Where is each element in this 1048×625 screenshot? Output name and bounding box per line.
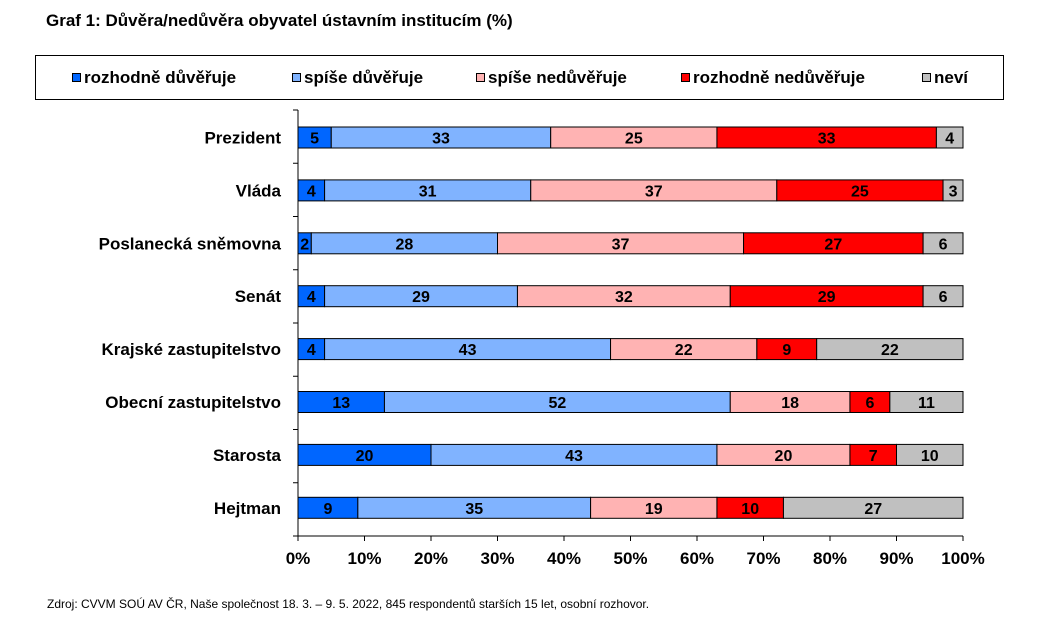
x-tick-label: 60% bbox=[680, 549, 714, 568]
data-label: 13 bbox=[332, 395, 350, 412]
data-label: 25 bbox=[851, 183, 869, 200]
data-label: 28 bbox=[396, 236, 414, 253]
x-tick-label: 80% bbox=[813, 549, 847, 568]
bar-segment-nevi bbox=[942, 179, 964, 202]
data-label: 19 bbox=[645, 501, 663, 518]
x-tick-label: 30% bbox=[480, 549, 514, 568]
data-label: 27 bbox=[824, 236, 842, 253]
data-label: 32 bbox=[615, 289, 633, 306]
legend-swatch bbox=[72, 73, 81, 82]
data-label: 7 bbox=[869, 448, 878, 465]
bar-segment-nevi bbox=[922, 232, 964, 255]
category-label-obecni-zastupitelstvo: Obecní zastupitelstvo bbox=[105, 393, 281, 412]
data-label: 10 bbox=[741, 501, 759, 518]
x-tick-label: 20% bbox=[414, 549, 448, 568]
data-label: 20 bbox=[356, 448, 374, 465]
data-label: 25 bbox=[625, 131, 643, 148]
data-label: 43 bbox=[565, 448, 583, 465]
data-label: 2 bbox=[300, 236, 309, 253]
legend-item-nevi: neví bbox=[922, 56, 968, 99]
x-tick-label: 70% bbox=[746, 549, 780, 568]
legend-item-rozhodne-duveruje: rozhodně důvěřuje bbox=[72, 56, 236, 99]
data-label: 27 bbox=[864, 501, 882, 518]
data-label: 29 bbox=[818, 289, 836, 306]
data-label: 6 bbox=[939, 236, 948, 253]
bar-segment-nevi bbox=[935, 126, 964, 149]
data-label: 6 bbox=[865, 395, 874, 412]
legend-swatch bbox=[922, 73, 931, 82]
category-label-prezident: Prezident bbox=[204, 129, 281, 148]
data-label: 22 bbox=[881, 342, 899, 359]
data-label: 31 bbox=[419, 183, 437, 200]
legend-label: neví bbox=[934, 67, 969, 87]
x-tick-label: 0% bbox=[286, 549, 311, 568]
bar-segment-nevi bbox=[922, 285, 964, 308]
legend-label: rozhodně nedůvěřuje bbox=[693, 67, 865, 87]
category-label-starosta: Starosta bbox=[213, 446, 282, 465]
data-label: 6 bbox=[939, 289, 948, 306]
data-label: 33 bbox=[432, 131, 450, 148]
legend-swatch bbox=[476, 73, 485, 82]
data-label: 4 bbox=[307, 183, 316, 200]
data-label: 4 bbox=[307, 289, 316, 306]
data-label: 29 bbox=[412, 289, 430, 306]
category-label-krajske-zastupitelstvo: Krajské zastupitelstvo bbox=[101, 340, 281, 359]
data-label: 37 bbox=[645, 183, 663, 200]
bar-segment-nevi bbox=[889, 391, 964, 413]
legend-label: spíše nedůvěřuje bbox=[488, 67, 627, 87]
data-label: 43 bbox=[459, 342, 477, 359]
legend-label: spíše důvěřuje bbox=[304, 67, 424, 87]
data-label: 52 bbox=[548, 395, 566, 412]
x-tick-label: 40% bbox=[547, 549, 581, 568]
legend-item-spise-neduveruje: spíše nedůvěřuje bbox=[476, 56, 627, 99]
legend: rozhodně důvěřuje spíše důvěřuje spíše n… bbox=[35, 55, 1004, 100]
x-tick-label: 100% bbox=[941, 549, 984, 568]
category-label-poslanecka-snemovna: Poslanecká sněmovna bbox=[99, 234, 282, 253]
data-label: 11 bbox=[918, 395, 935, 412]
data-label: 18 bbox=[781, 395, 799, 412]
x-tick-label: 50% bbox=[613, 549, 647, 568]
chart-title: Graf 1: Důvěra/nedůvěra obyvatel ústavní… bbox=[46, 11, 513, 30]
category-label-senat: Senát bbox=[235, 287, 282, 306]
legend-swatch bbox=[681, 73, 690, 82]
legend-item-spise-duveruje: spíše důvěřuje bbox=[292, 56, 423, 99]
data-label: 35 bbox=[465, 501, 483, 518]
data-label: 10 bbox=[921, 448, 939, 465]
data-label: 37 bbox=[612, 236, 630, 253]
bar-segment-nevi bbox=[782, 496, 964, 519]
source-note: Zdroj: CVVM SOÚ AV ČR, Naše společnost 1… bbox=[47, 597, 650, 611]
legend-label: rozhodně důvěřuje bbox=[84, 67, 237, 87]
legend-item-rozhodne-neduveruje: rozhodně nedůvěřuje bbox=[681, 56, 865, 99]
data-label: 22 bbox=[675, 342, 693, 359]
data-label: 9 bbox=[782, 342, 791, 359]
data-label: 33 bbox=[818, 131, 836, 148]
data-label: 20 bbox=[775, 448, 793, 465]
data-label: 5 bbox=[310, 131, 319, 148]
data-label: 9 bbox=[323, 501, 332, 518]
bar-segment-nevi bbox=[816, 338, 964, 361]
data-label: 4 bbox=[945, 131, 954, 148]
x-tick-label: 10% bbox=[347, 549, 381, 568]
category-label-hejtman: Hejtman bbox=[214, 499, 281, 518]
data-label: 4 bbox=[307, 342, 316, 359]
legend-swatch bbox=[292, 73, 301, 82]
category-label-vlada: Vláda bbox=[236, 181, 282, 200]
data-label: 3 bbox=[949, 183, 958, 200]
bar-segment-nevi bbox=[896, 443, 964, 466]
x-tick-label: 90% bbox=[879, 549, 913, 568]
